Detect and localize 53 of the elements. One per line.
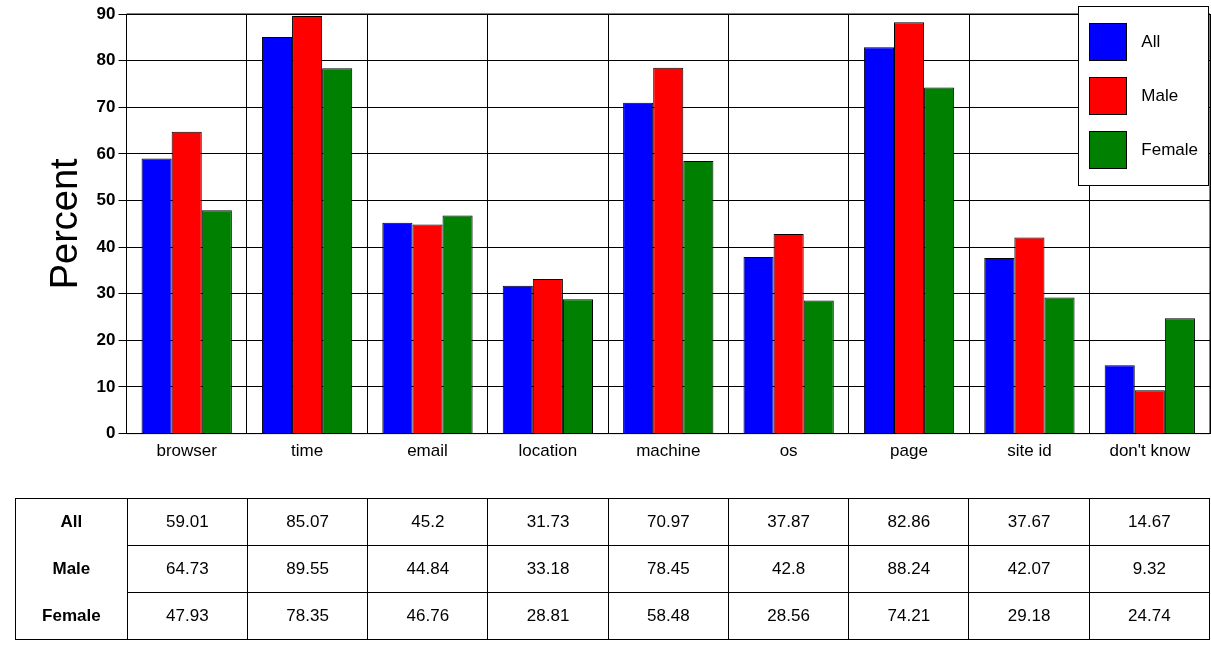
data-label: 42.8 [728, 545, 849, 593]
data-label: 28.81 [487, 592, 609, 640]
data-label: 9.32 [1089, 545, 1210, 593]
x-tick-label: don't know [1109, 441, 1191, 461]
data-label: 89.55 [247, 545, 368, 593]
data-label: 28.56 [728, 592, 849, 640]
data-label: 37.67 [968, 498, 1090, 546]
x-tick-label: machine [636, 441, 701, 461]
data-label: 59.01 [127, 498, 248, 546]
x-tick-label: os [779, 441, 798, 461]
data-label: 31.73 [487, 498, 609, 546]
data-label: 37.87 [728, 498, 849, 546]
data-label: 45.2 [367, 498, 488, 546]
data-label: 44.84 [367, 545, 488, 593]
legend-label: All [1141, 32, 1161, 52]
data-label: 82.86 [848, 498, 969, 546]
x-tick-label: email [407, 441, 448, 461]
data-label: 64.73 [127, 545, 248, 593]
y-tick-label: 30 [96, 283, 116, 303]
y-tick-label: 10 [96, 376, 116, 396]
data-label: 14.67 [1089, 498, 1210, 546]
y-tick-label: 60 [96, 143, 116, 163]
y-tick-label: 20 [96, 330, 116, 350]
data-label: 42.07 [968, 545, 1090, 593]
legend-label: Female [1141, 140, 1198, 160]
data-label: 70.97 [608, 498, 729, 546]
data-label: 78.45 [608, 545, 729, 593]
x-tick-label: site id [1007, 441, 1052, 461]
legend-label: Male [1141, 86, 1179, 106]
data-label: 78.35 [247, 592, 368, 640]
data-label: 58.48 [608, 592, 729, 640]
y-tick-label: 50 [96, 190, 116, 210]
text: Male [52, 559, 91, 578]
y-tick-label: 40 [96, 236, 116, 256]
data-label: 46.76 [367, 592, 488, 640]
data-label: 33.18 [487, 545, 609, 593]
x-tick-label: time [291, 441, 324, 461]
data-label: 74.21 [848, 592, 969, 640]
data-label: 29.18 [968, 592, 1090, 640]
y-tick-label: 0 [106, 423, 116, 443]
data-label: 47.93 [127, 592, 248, 640]
y-tick-label: 70 [96, 96, 116, 116]
text: Female [42, 605, 101, 625]
data-label: 85.07 [247, 498, 368, 546]
data-label: 24.74 [1089, 592, 1210, 640]
y-axis-title: Percent [43, 157, 86, 290]
x-tick-label: page [890, 441, 928, 461]
data-label: 88.24 [848, 545, 969, 593]
text: All [60, 512, 83, 532]
y-tick-label: 90 [96, 3, 116, 23]
x-tick-label: location [518, 441, 578, 461]
x-tick-label: browser [156, 441, 218, 461]
y-tick-label: 80 [96, 50, 116, 70]
